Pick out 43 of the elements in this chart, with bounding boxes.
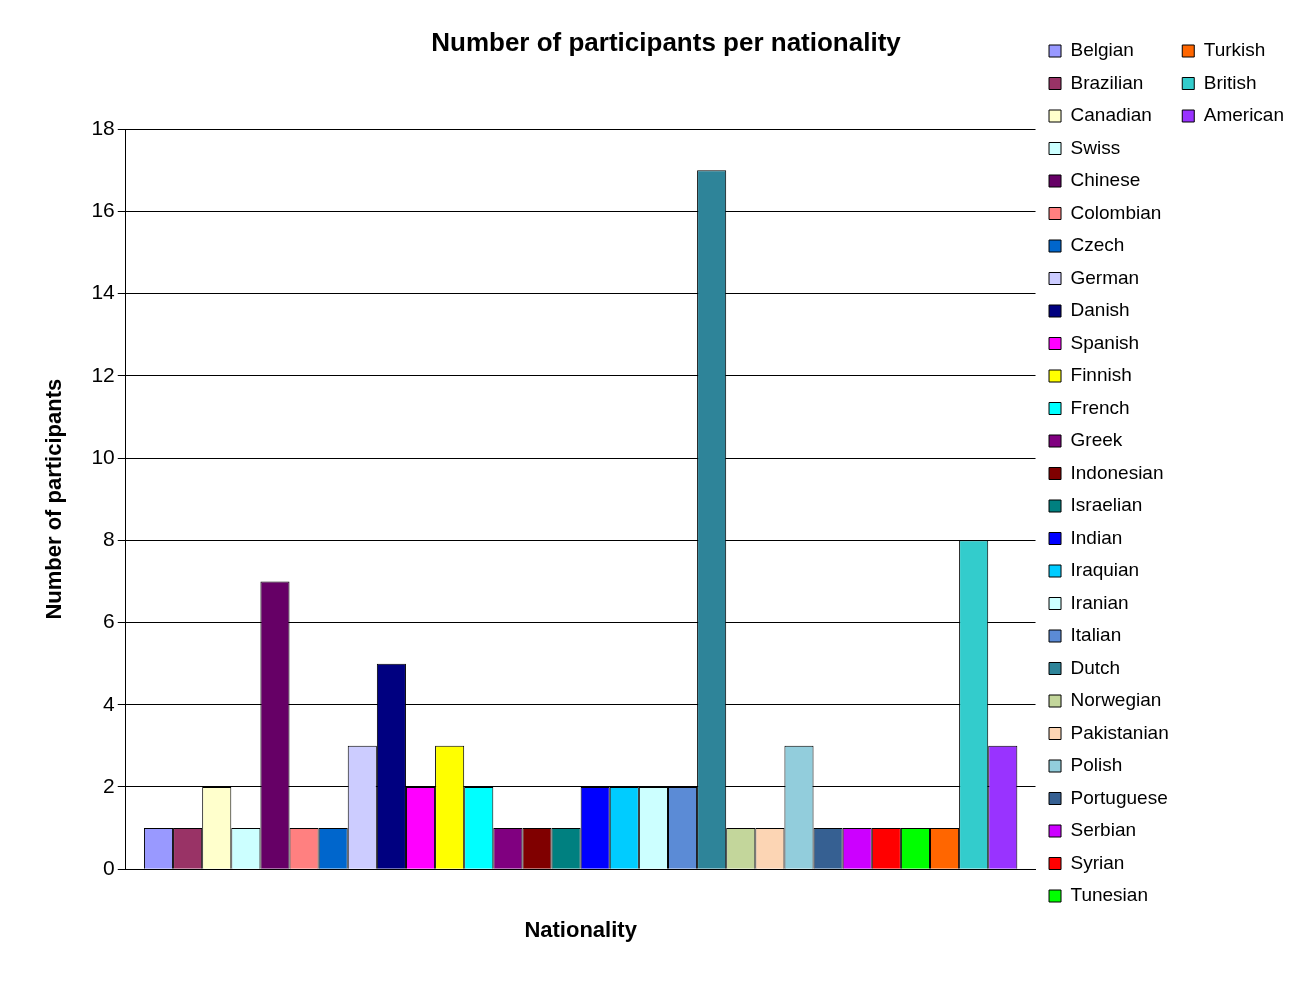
legend-label: Indonesian [1070,461,1164,483]
legend-label: German [1070,266,1140,288]
y-tick-label: 0 [103,856,115,879]
legend-label: Norwegian [1070,689,1162,711]
y-tick-label: 18 [91,116,115,139]
legend-label: Colombian [1070,201,1162,223]
legend-label: Portuguese [1070,786,1168,808]
legend-label: Israelian [1070,494,1143,516]
legend-label: Turkish [1203,39,1266,61]
legend-label: Czech [1070,234,1125,256]
y-tick-label: 6 [103,609,115,633]
legend-label: Swiss [1070,136,1121,158]
legend-label: Greek [1070,429,1123,451]
y-tick-label: 8 [103,527,115,551]
legend-label: Iraquian [1070,559,1140,581]
legend-label: Chinese [1070,169,1141,191]
y-tick-label: 16 [91,198,115,222]
legend-label: Indian [1070,526,1123,548]
y-axis-title: Number of participants [41,378,67,620]
y-tick-label: 12 [91,362,115,386]
x-axis-title: Nationality [524,916,638,942]
legend-label: Serbian [1070,819,1137,841]
y-tick-label: 14 [91,280,116,304]
legend-label: American [1203,104,1284,126]
legend-label: Spanish [1070,331,1140,353]
y-tick-label: 2 [103,773,115,797]
legend-label: Dutch [1070,656,1121,678]
chart-title: Number of participants per nationality [431,26,902,57]
legend-label: Finnish [1070,364,1132,386]
legend-label: Polish [1070,754,1123,776]
legend-label: Italian [1070,624,1122,646]
legend-label: Pakistanian [1070,721,1169,743]
legend-label: Iranian [1070,591,1129,613]
y-tick-label: 4 [103,691,116,715]
legend-label: French [1070,396,1130,418]
y-tick-label: 10 [91,444,115,468]
legend-label: Brazilian [1070,71,1144,93]
legend-label: British [1203,71,1257,93]
legend-label: Syrian [1070,851,1125,873]
legend-label: Tunesian [1070,884,1148,906]
legend-label: Danish [1070,299,1130,321]
legend-label: Canadian [1070,104,1152,126]
legend-label: Belgian [1070,39,1134,61]
